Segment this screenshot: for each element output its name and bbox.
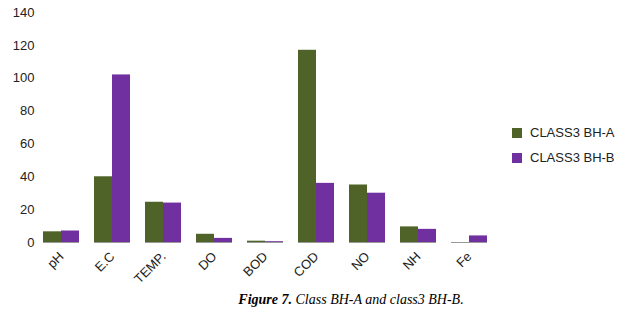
- html-text:CLASS3 BH-B: CLASS3 BH-B: [530, 150, 615, 165]
- svg-text:60: 60: [20, 136, 34, 151]
- svg-text:NO: NO: [348, 249, 372, 273]
- svg-text:140: 140: [13, 5, 35, 20]
- html-text:CLASS3 BH-A: CLASS3 BH-A: [530, 125, 615, 140]
- svg-text:NH: NH: [400, 249, 424, 273]
- html-text:Figure 7. Class BH-A and class: Figure 7. Class BH-A and class3 BH-B.: [238, 292, 464, 307]
- svg-text:TEMP.: TEMP.: [131, 249, 169, 287]
- svg-text:0: 0: [27, 235, 34, 250]
- svg-text:pH: pH: [44, 249, 66, 271]
- svg-text:120: 120: [13, 38, 35, 53]
- svg-text:DO: DO: [195, 249, 219, 273]
- svg-text:40: 40: [20, 169, 34, 184]
- svg-text:E.C: E.C: [92, 249, 118, 275]
- svg-text:Fe: Fe: [453, 249, 474, 270]
- svg-text:COD: COD: [291, 249, 322, 280]
- svg-text:20: 20: [20, 202, 34, 217]
- svg-text:BOD: BOD: [240, 249, 271, 280]
- svg-text:100: 100: [13, 70, 35, 85]
- svg-text:80: 80: [20, 103, 34, 118]
